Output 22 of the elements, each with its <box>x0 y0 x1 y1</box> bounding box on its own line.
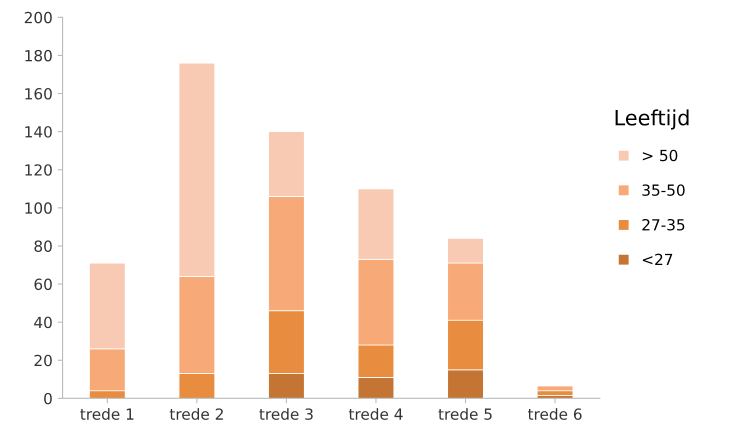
y-tick-label: 80 <box>34 240 52 252</box>
x-tick-label: trede 5 <box>438 408 492 420</box>
y-tick-label: 200 <box>24 12 52 24</box>
y-tick-label: 140 <box>25 126 52 138</box>
legend-label: > 50 <box>642 150 678 162</box>
legend-label: <27 <box>642 254 672 265</box>
x-tick-label: trede 1 <box>80 408 134 420</box>
y-tick-label: 120 <box>25 164 52 176</box>
y-tick-label: 0 <box>44 392 52 404</box>
y-tick-label: 60 <box>34 278 52 290</box>
y-tick-label: 20 <box>34 354 52 366</box>
legend-label: 35-50 <box>642 184 685 196</box>
x-tick-label: trede 3 <box>259 408 313 420</box>
y-tick-label: 160 <box>25 88 52 100</box>
x-tick-label: trede 6 <box>528 408 582 420</box>
legend-title: Leeftijd <box>616 109 689 130</box>
y-tick-label: 40 <box>34 316 52 328</box>
y-tick-label: 180 <box>25 50 52 62</box>
legend-label: 27-35 <box>642 219 684 231</box>
x-tick-label: trede 4 <box>348 408 403 420</box>
y-tick-label: 100 <box>25 202 52 214</box>
x-tick-label: trede 2 <box>170 408 223 420</box>
